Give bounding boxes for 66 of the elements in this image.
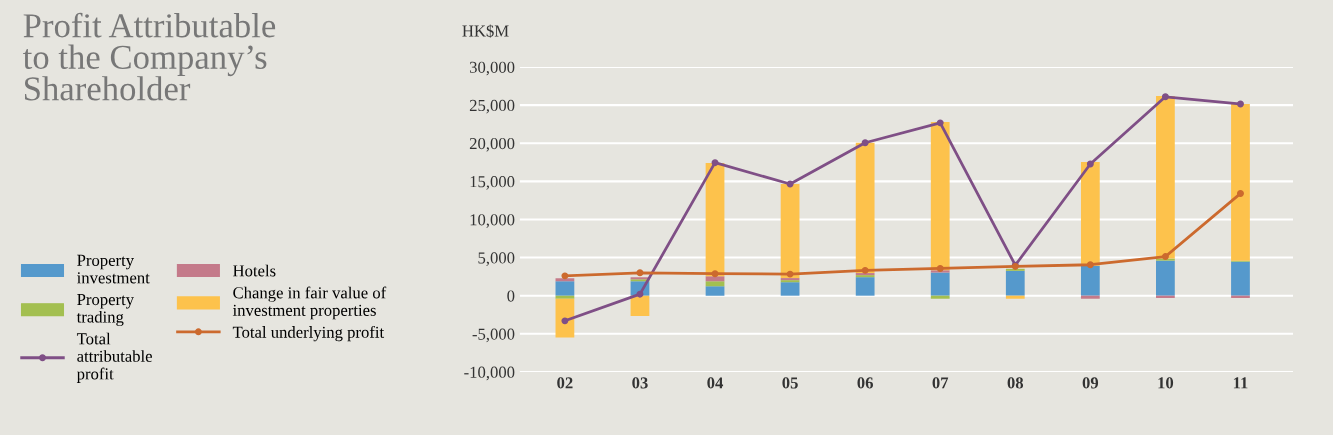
legend-label: Change in fair value of investment properties (232, 286, 387, 320)
y-tick-label: 0 (507, 290, 515, 302)
y-axis-title: HK$M (462, 24, 509, 38)
bar (555, 281, 575, 296)
point (636, 269, 644, 277)
point (1086, 160, 1094, 168)
x-tick-label: 02 (557, 377, 573, 389)
bar (1156, 95, 1175, 259)
bar (1080, 265, 1100, 296)
x-tick-label: 11 (1233, 377, 1248, 389)
x-tick-label: 06 (857, 377, 873, 389)
point (1236, 190, 1244, 198)
bar (855, 277, 875, 296)
bar (930, 295, 950, 299)
x-tick-label: 09 (1082, 377, 1099, 389)
bar (555, 295, 575, 299)
x-tick-label: 08 (1007, 377, 1024, 389)
y-tick-label: 10,000 (470, 214, 515, 228)
point (561, 317, 569, 325)
bar (1231, 261, 1250, 296)
bar (855, 142, 875, 274)
bar (780, 183, 800, 279)
legend-label: Property investment (77, 254, 150, 284)
point (711, 270, 719, 278)
y-tick-label: 15,000 (470, 176, 515, 190)
bar (555, 298, 575, 338)
point (711, 159, 719, 167)
y-tick-label: 20,000 (469, 137, 515, 152)
legend-label: Total attributable profit (76, 332, 152, 383)
bar (705, 276, 725, 282)
bar (1231, 104, 1250, 261)
y-tick-label: 5,000 (478, 252, 515, 266)
point (1086, 261, 1094, 269)
text: Profit Attributable to the Company’s Shareholder (23, 12, 276, 101)
point (1236, 100, 1244, 108)
point (636, 290, 644, 298)
y-tick-label: -5,000 (472, 328, 515, 343)
x-tick-label: 03 (632, 377, 648, 389)
legend-label: Property trading (76, 294, 134, 327)
point (861, 266, 869, 274)
bar (780, 282, 800, 296)
point (786, 270, 794, 278)
y-tick-label: 30,000 (469, 61, 515, 76)
bar (1005, 295, 1025, 299)
bar (1005, 270, 1025, 296)
x-tick-label: 04 (707, 377, 724, 389)
y-tick-label: 25,000 (469, 99, 515, 114)
bar (1080, 162, 1100, 266)
y-tick-label: -10,000 (464, 366, 515, 381)
legend-label: Total underlying profit (232, 325, 385, 342)
x-tick-label: 10 (1158, 377, 1174, 389)
x-tick-label: 05 (782, 377, 798, 389)
point (936, 119, 944, 127)
point (1161, 253, 1169, 261)
bar (630, 295, 650, 316)
bar (1080, 295, 1100, 299)
point (561, 272, 569, 280)
x-tick-label: 07 (932, 377, 949, 389)
bar (705, 286, 725, 296)
bar (705, 281, 725, 287)
point (861, 139, 869, 147)
legend-label: Hotels (233, 264, 276, 277)
bar (1156, 260, 1175, 296)
point (1161, 93, 1169, 101)
point (936, 265, 944, 272)
bar (930, 272, 950, 296)
